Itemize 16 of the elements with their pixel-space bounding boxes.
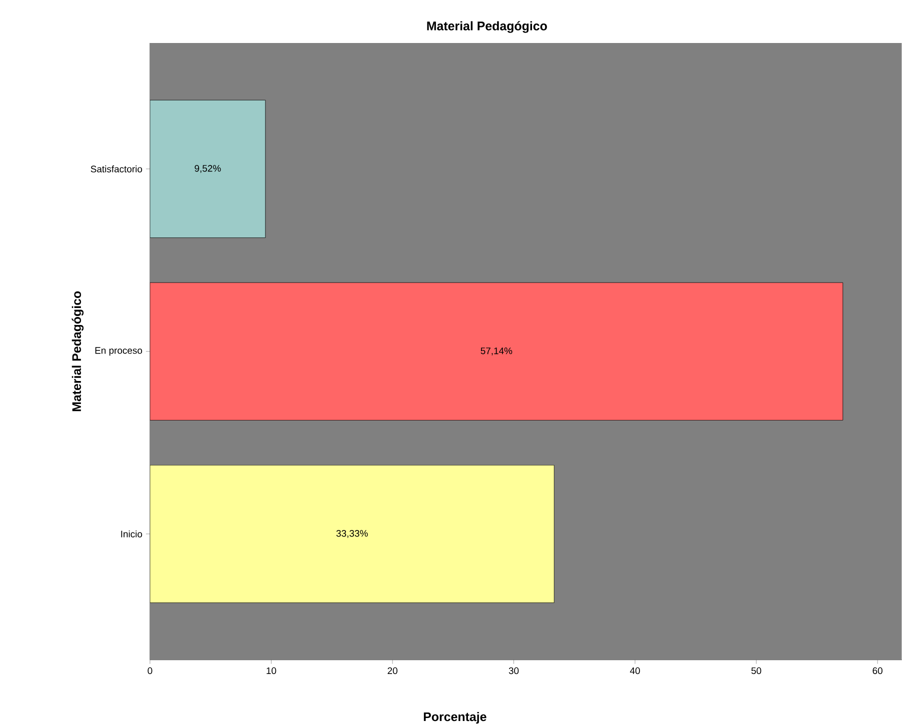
x-tick-label: 50: [751, 667, 762, 674]
x-tick-label: 60: [872, 667, 882, 674]
y-axis-title: Material Pedagógico: [72, 291, 84, 412]
x-tick-label: 20: [388, 667, 398, 674]
chart-title: Material Pedagógico: [427, 21, 547, 33]
x-axis-title: Porcentaje: [424, 712, 486, 724]
x-tick-label: 30: [508, 667, 519, 674]
data-label: 33,33%: [336, 530, 368, 538]
y-tick-label: En proceso: [95, 347, 142, 356]
x-tick-label: 10: [266, 667, 276, 674]
y-tick-label: Inicio: [121, 530, 142, 538]
x-tick-label: 40: [630, 667, 640, 674]
y-tick-label: Satisfactorio: [90, 165, 142, 172]
data-label: 9,52%: [194, 165, 221, 173]
x-tick-label: 0: [148, 667, 152, 674]
data-label: 57,14%: [480, 348, 512, 356]
